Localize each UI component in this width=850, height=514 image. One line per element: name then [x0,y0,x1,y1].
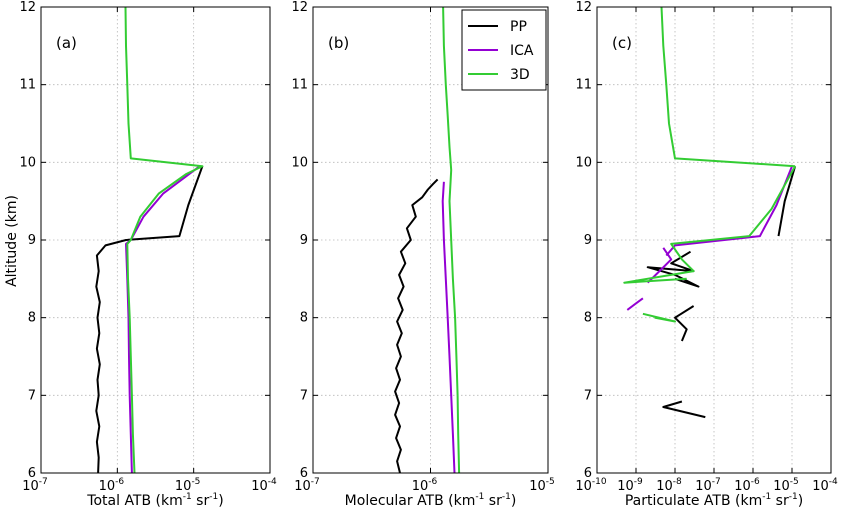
legend-label-3d: 3D [510,67,530,83]
x-tick-exponent: -5 [191,477,200,487]
y-tick-label: 10 [19,155,36,170]
x-tick-label: 10-4 [251,477,277,494]
x-tick-label: 10-6 [412,477,438,494]
x-tick-exponent: -7 [311,477,320,487]
y-tick-label: 10 [291,155,308,170]
x-tick-exponent: -6 [751,477,760,487]
y-tick-label: 6 [28,466,36,481]
series-line-pp [662,400,706,419]
series-line-pp [95,165,204,474]
y-tick-label: 7 [584,388,592,403]
y-tick-label: 11 [291,78,308,93]
panel-3: 10-10 10-9 10-8 10-7 10-6 10-5 10-46789101112(… [575,0,838,509]
series-line-pp [674,305,695,342]
y-tick-label: 9 [584,233,592,248]
series-line-ica [441,181,456,474]
x-tick-exponent: -6 [115,477,124,487]
y-tick-label: 11 [19,78,36,93]
x-tick-exponent: -4 [829,477,838,487]
y-tick-label: 7 [28,388,36,403]
x-tick-label: 10-4 [812,477,838,494]
x-axis-label: Molecular ATB (km-1 sr-1) [345,492,517,509]
y-tick-label: 9 [28,233,36,248]
y-tick-label: 8 [584,311,592,326]
series-line-pp [646,250,700,288]
x-tick-label: 10-6 [734,477,760,494]
x-tick-exponent: -5 [546,477,555,487]
panel-tag: (a) [56,34,77,52]
y-tick-label: 8 [300,311,308,326]
y-tick-label: 12 [291,0,308,15]
y-axis-label: Altitude (km) [4,195,20,287]
x-tick-exponent: -8 [673,477,682,487]
x-tick-exponent: -6 [428,477,437,487]
series-line-3d [660,6,796,168]
x-tick-label: 10-8 [656,477,682,494]
series-line-pp [777,165,797,237]
y-tick-label: 10 [575,155,592,170]
x-axis-label: Particulate ATB (km-1 sr-1) [625,492,803,509]
series-line-3d [623,165,796,284]
y-tick-label: 9 [300,233,308,248]
panel-tag: (b) [328,34,349,52]
y-tick-label: 7 [300,388,308,403]
series-line-pp [394,178,439,474]
x-tick-exponent: -10 [592,477,607,487]
y-tick-label: 12 [575,0,592,15]
y-tick-label: 11 [575,78,592,93]
legend-label-ica: ICA [510,43,534,59]
y-tick-label: 6 [584,466,592,481]
x-tick-exponent: -5 [790,477,799,487]
x-tick-exponent: -7 [39,477,48,487]
x-tick-label: 10-5 [529,477,555,494]
series-line-3d [442,6,461,474]
x-tick-exponent: -4 [268,477,277,487]
x-tick-exponent: -7 [712,477,721,487]
y-tick-label: 12 [19,0,36,15]
x-tick-label: 10-7 [695,477,721,494]
x-tick-label: 10-6 [99,477,125,494]
y-tick-label: 6 [300,466,308,481]
panel-tag: (c) [612,34,632,52]
x-tick-exponent: -9 [634,477,643,487]
y-tick-label: 8 [28,311,36,326]
series-line-3d [642,312,676,323]
legend: PP ICA 3D [461,9,547,91]
legend-label-pp: PP [510,19,527,35]
x-axis-label: Total ATB (km-1 sr-1) [86,492,223,509]
x-tick-label: 10-9 [617,477,643,494]
series-line-3d [124,6,204,474]
series-line-ica [125,165,201,474]
plot-frame [40,6,271,474]
series-line-ica [626,297,644,311]
